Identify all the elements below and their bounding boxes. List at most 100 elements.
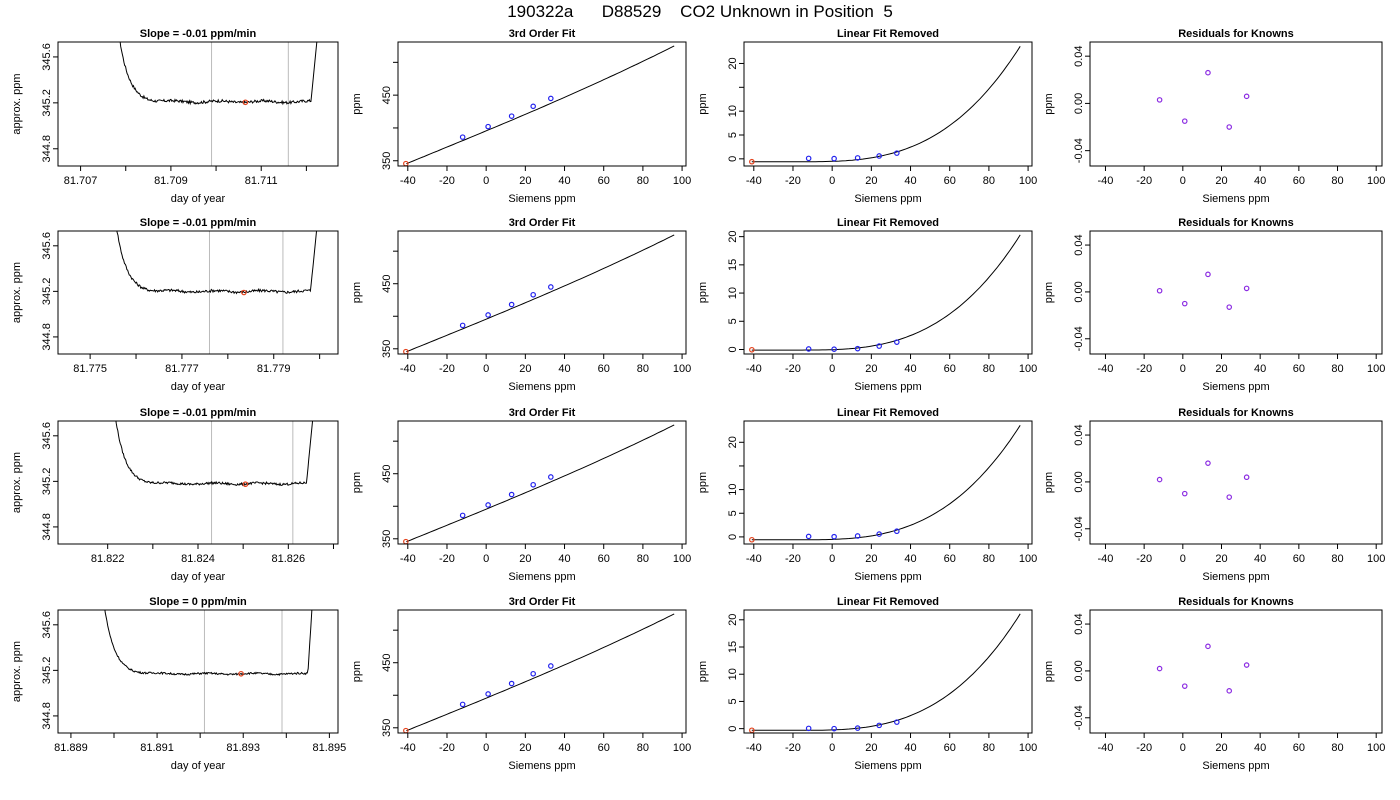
x-tick-label: 20	[519, 363, 531, 375]
x-axis-label: day of year	[171, 760, 226, 772]
x-tick-label: 20	[865, 553, 877, 565]
x-tick-label: 60	[598, 742, 610, 754]
y-tick-label: -0.04	[1073, 138, 1085, 163]
panel-title: 3rd Order Fit	[509, 217, 576, 229]
y-axis-label: ppm	[697, 661, 709, 682]
y-tick-label: 20	[727, 57, 739, 69]
plot-frame	[57, 420, 339, 545]
panel-r1-cubic-fit: 3rd Order Fit -40 -20 0 20 40 60 80 100 350 450 Sie…	[351, 28, 691, 205]
plot-frame	[1089, 609, 1383, 734]
x-tick-label: -40	[1098, 553, 1114, 565]
y-tick-label: 0.00	[1073, 93, 1085, 114]
known-point	[876, 153, 882, 159]
x-axis-label: Siemens ppm	[1202, 381, 1269, 393]
x-tick-label: -20	[1136, 363, 1152, 375]
known-point	[530, 481, 536, 488]
x-tick-label: 100	[1367, 553, 1385, 565]
y-tick-label: 345.2	[41, 89, 53, 117]
known-point	[854, 725, 861, 731]
timeseries-line	[116, 231, 318, 295]
x-tick-label: 80	[983, 553, 995, 565]
residual-point	[1156, 97, 1163, 103]
x-tick-label: 60	[598, 363, 610, 375]
x-axis-label: Siemens ppm	[854, 381, 921, 393]
x-axis-label: Siemens ppm	[1202, 193, 1269, 205]
panel-title: Linear Fit Removed	[837, 407, 939, 419]
panel-title: Residuals for Knowns	[1178, 596, 1294, 608]
x-tick-label: 60	[598, 175, 610, 187]
known-point	[485, 691, 491, 697]
known-point	[831, 155, 837, 162]
known-point	[548, 663, 554, 669]
panel-r3-linear-removed: Linear Fit Removed -40 -20 0 20 40 60 80 100 0 5 10…	[697, 407, 1037, 583]
x-tick-label: 40	[904, 553, 916, 565]
residual-point	[1205, 460, 1211, 466]
known-point	[530, 103, 536, 110]
known-point	[548, 95, 554, 102]
plot-area	[119, 42, 318, 166]
x-tick-label: 20	[1215, 553, 1227, 565]
x-tick-label: 0	[829, 742, 835, 754]
x-tick-label: 0	[1180, 175, 1186, 187]
y-tick-label: 0	[727, 726, 739, 732]
residual-point	[1181, 490, 1188, 497]
y-tick-label: 0.00	[1073, 471, 1085, 492]
known-point	[876, 722, 882, 729]
panel-title: Residuals for Knowns	[1178, 407, 1294, 419]
y-tick-label: 450	[381, 86, 393, 104]
x-tick-label: 20	[865, 175, 877, 187]
residual-point	[1181, 118, 1188, 124]
y-tick-label: 15	[727, 259, 739, 271]
fit-curve	[406, 234, 675, 353]
x-tick-label: 100	[1367, 175, 1385, 187]
y-tick-label: 20	[727, 231, 739, 243]
x-tick-label: -40	[1098, 363, 1114, 375]
known-point	[459, 134, 466, 140]
plot-area	[1156, 460, 1250, 500]
unknown-point	[238, 670, 244, 677]
plot-area	[749, 425, 1021, 543]
unknown-point	[242, 99, 249, 106]
known-point	[548, 474, 554, 480]
y-tick-label: 0.04	[1073, 45, 1085, 66]
x-tick-label: -40	[400, 363, 416, 375]
x-axis-label: Siemens ppm	[508, 193, 575, 205]
page-title: 190322a D88529 CO2 Unknown in Position 5	[507, 2, 893, 21]
x-tick-label: 80	[1331, 742, 1343, 754]
y-tick-label: 0	[727, 534, 739, 540]
plot-area	[115, 421, 314, 544]
x-tick-label: 40	[558, 742, 570, 754]
x-tick-label: -20	[1136, 742, 1152, 754]
panel-title: Residuals for Knowns	[1178, 28, 1294, 40]
unknown-point	[749, 158, 755, 165]
y-tick-label: 450	[381, 654, 393, 672]
x-tick-label: -20	[439, 742, 455, 754]
known-point	[508, 301, 515, 308]
timeseries-line	[119, 42, 318, 106]
x-axis-label: Siemens ppm	[508, 571, 575, 583]
x-tick-label: 20	[865, 742, 877, 754]
known-point	[854, 345, 861, 352]
plot-area	[403, 45, 675, 166]
x-tick-label: -20	[785, 175, 801, 187]
known-point	[805, 533, 812, 540]
x-tick-label: -20	[439, 553, 455, 565]
x-tick-label: 40	[1254, 175, 1266, 187]
x-tick-label: 20	[519, 553, 531, 565]
y-axis-label: ppm	[697, 93, 709, 114]
x-tick-label: 100	[1019, 553, 1037, 565]
panel-r2-timeseries: Slope = -0.01 ppm/min 81.775 81.777 81.779 3…	[11, 217, 339, 393]
plot-frame	[1089, 41, 1383, 167]
unknown-point	[241, 289, 247, 296]
fit-curve	[406, 45, 675, 165]
y-axis-label: ppm	[1043, 282, 1055, 303]
x-tick-label: 100	[673, 742, 691, 754]
x-tick-label: 100	[1367, 363, 1385, 375]
y-tick-label: 0.04	[1073, 424, 1085, 445]
known-point	[854, 533, 861, 539]
panel-r3-residuals: Residuals for Knowns -40 -20 0 20 40 60 80 100 -0…	[1043, 407, 1385, 583]
known-point	[459, 322, 466, 329]
y-tick-label: 0.04	[1073, 234, 1085, 255]
residual-point	[1205, 643, 1211, 650]
x-axis-label: day of year	[171, 193, 226, 205]
